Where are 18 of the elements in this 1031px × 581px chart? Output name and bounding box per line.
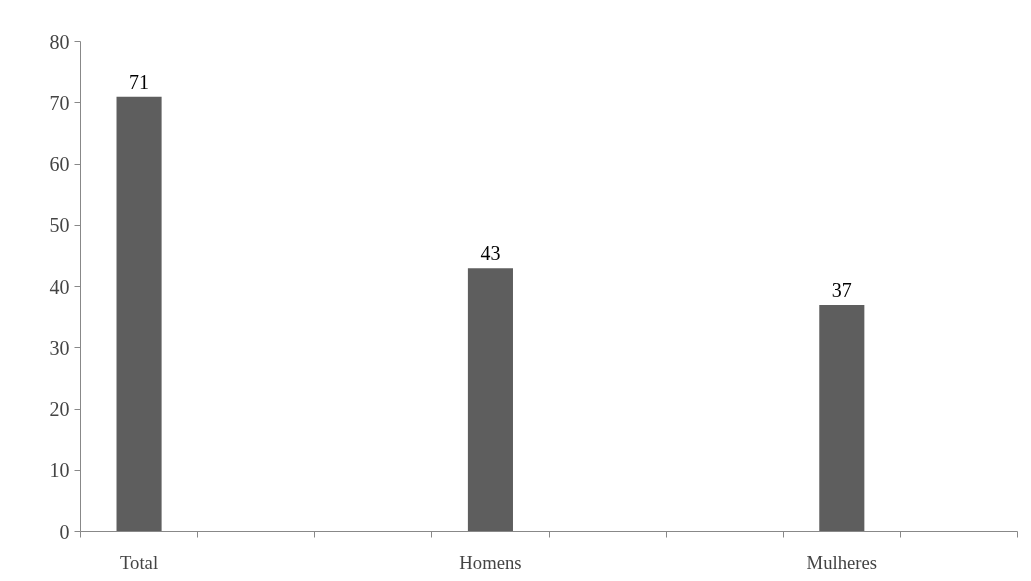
y-tick-label: 80	[49, 30, 70, 53]
data-label: 37	[831, 278, 852, 301]
bar	[467, 268, 513, 532]
y-tick-label: 10	[49, 459, 70, 482]
y-tick-label: 30	[49, 336, 70, 359]
y-tick-label: 20	[49, 398, 70, 420]
x-tick-label: Mulheres	[806, 551, 878, 573]
x-tick-label: Total	[120, 551, 159, 573]
y-tick-label: 60	[49, 153, 70, 175]
y-tick-label: 50	[49, 214, 70, 237]
data-label: 43	[480, 242, 501, 265]
y-tick-label: 70	[49, 91, 70, 114]
data-label: 71	[129, 70, 150, 93]
bar	[819, 304, 865, 532]
y-tick-label: 40	[49, 275, 70, 298]
x-tick-label: Homens	[459, 551, 522, 573]
bar	[116, 96, 162, 532]
y-tick-label: 0	[59, 520, 70, 543]
